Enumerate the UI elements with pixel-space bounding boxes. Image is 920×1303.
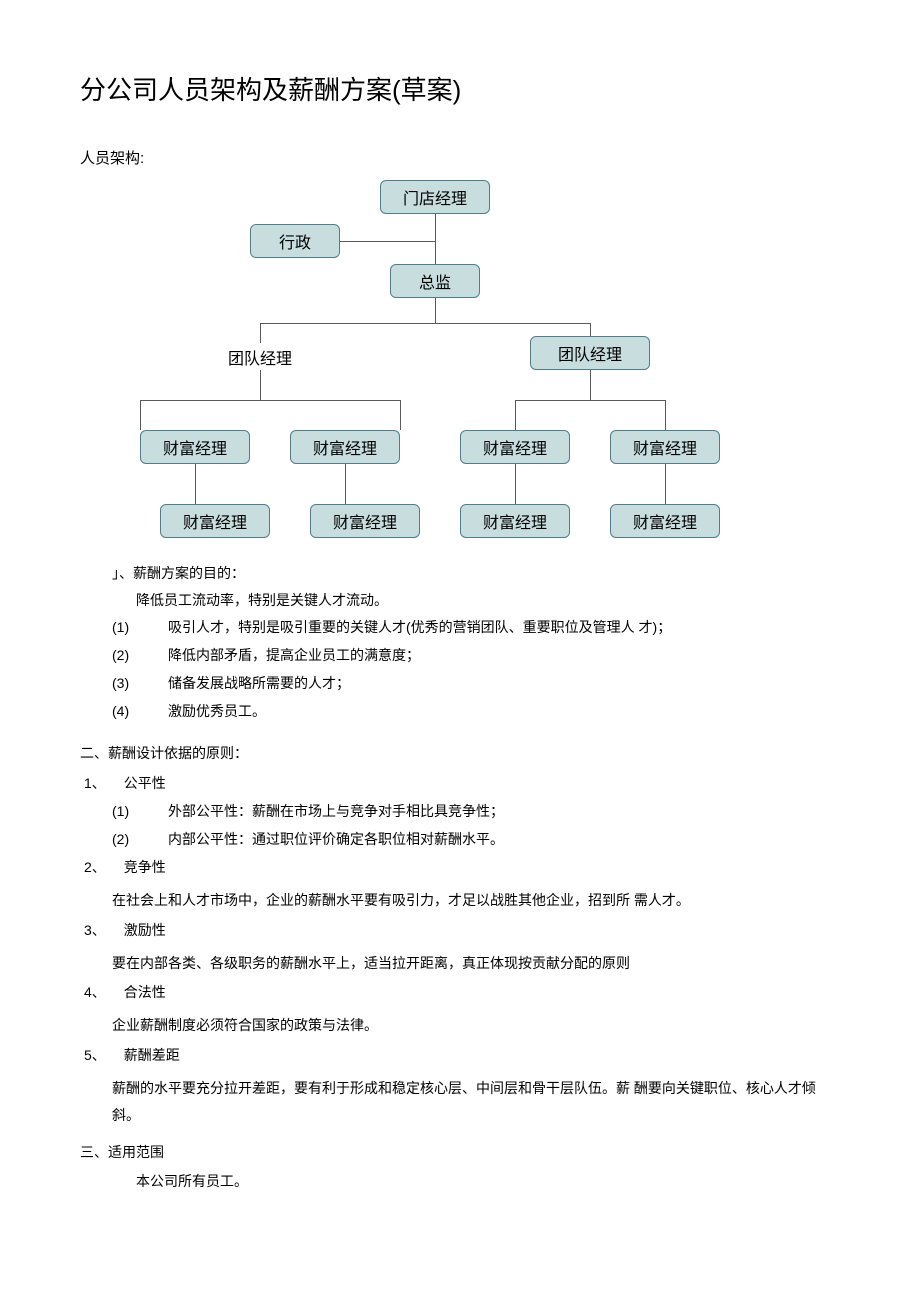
sec3-text: 本公司所有员工。 <box>80 1168 840 1195</box>
node-store-manager: 门店经理 <box>380 180 490 214</box>
connector <box>345 464 346 504</box>
connector <box>515 400 665 401</box>
node-wealth-5: 财富经理 <box>160 504 270 538</box>
connector <box>260 323 261 343</box>
principle-title: 激励性 <box>124 916 166 944</box>
list-num: (2) <box>112 825 140 853</box>
connector <box>435 298 436 323</box>
principle-title: 薪酬差距 <box>124 1041 180 1069</box>
node-team-mgr-right: 团队经理 <box>530 336 650 370</box>
connector <box>515 400 516 430</box>
sec1-head: 」、薪酬方案的目的： <box>80 560 840 587</box>
list-text: 降低内部矛盾，提高企业员工的满意度； <box>168 641 420 669</box>
list-text: 储备发展战略所需要的人才； <box>168 669 350 697</box>
list-item: (1) 外部公平性：薪酬在市场上与竞争对手相比具竞争性； <box>80 797 840 825</box>
principle-num: 1、 <box>84 769 106 797</box>
list-text: 激励优秀员工。 <box>168 697 266 725</box>
node-wealth-7: 财富经理 <box>460 504 570 538</box>
node-wealth-3: 财富经理 <box>460 430 570 464</box>
list-item: (2) 降低内部矛盾，提高企业员工的满意度； <box>80 641 840 669</box>
node-admin: 行政 <box>250 224 340 258</box>
principle-row: 2、 竞争性 <box>80 853 840 881</box>
connector <box>400 400 401 430</box>
principle-text: 企业薪酬制度必须符合国家的政策与法律。 <box>80 1012 840 1039</box>
connector <box>195 464 196 504</box>
list-item: (1) 吸引人才，特别是吸引重要的关键人才(优秀的营销团队、重要职位及管理人 才… <box>80 613 840 641</box>
connector <box>140 400 141 430</box>
connector <box>140 400 400 401</box>
list-num: (4) <box>112 697 140 725</box>
connector <box>665 464 666 504</box>
principle-num: 5、 <box>84 1041 106 1069</box>
node-wealth-6: 财富经理 <box>310 504 420 538</box>
node-director: 总监 <box>390 264 480 298</box>
principle-text: 薪酬的水平要充分拉开差距，要有利于形成和稳定核心层、中间层和骨干层队伍。薪 酬要… <box>80 1075 840 1128</box>
list-text: 内部公平性：通过职位评价确定各职位相对薪酬水平。 <box>168 825 504 853</box>
principle-title: 合法性 <box>124 978 166 1006</box>
node-wealth-8: 财富经理 <box>610 504 720 538</box>
list-num: (1) <box>112 613 140 641</box>
principle-num: 4、 <box>84 978 106 1006</box>
node-wealth-1: 财富经理 <box>140 430 250 464</box>
list-num: (3) <box>112 669 140 697</box>
connector <box>515 464 516 504</box>
connector <box>590 370 591 400</box>
principle-row: 4、 合法性 <box>80 978 840 1006</box>
page-title: 分公司人员架构及薪酬方案(草案) <box>80 70 840 107</box>
list-num: (2) <box>112 641 140 669</box>
org-chart: 门店经理 行政 总监 团队经理 团队经理 财富经理 财富经理 财富经理 财富经理… <box>80 180 840 550</box>
list-item: (4) 激励优秀员工。 <box>80 697 840 725</box>
list-item: (3) 储备发展战略所需要的人才； <box>80 669 840 697</box>
principle-text: 要在内部各类、各级职务的薪酬水平上，适当拉开距离，真正体现按贡献分配的原则 <box>80 950 840 977</box>
sec3-head: 三、适用范围 <box>80 1142 840 1162</box>
node-wealth-2: 财富经理 <box>290 430 400 464</box>
list-item: (2) 内部公平性：通过职位评价确定各职位相对薪酬水平。 <box>80 825 840 853</box>
structure-label: 人员架构: <box>80 147 840 168</box>
principle-row: 5、 薪酬差距 <box>80 1041 840 1069</box>
principle-num: 3、 <box>84 916 106 944</box>
connector <box>260 323 590 324</box>
sec1-intro: 降低员工流动率，特别是关键人才流动。 <box>80 587 840 614</box>
connector <box>665 400 666 430</box>
sec2-head: 二、薪酬设计依据的原则： <box>80 743 840 763</box>
connector <box>590 323 591 336</box>
node-team-mgr-left: 团队经理 <box>210 344 310 370</box>
connector <box>435 214 436 264</box>
principle-title: 公平性 <box>124 769 166 797</box>
principle-row: 1、 公平性 <box>80 769 840 797</box>
principle-text: 在社会上和人才市场中，企业的薪酬水平要有吸引力，才足以战胜其他企业，招到所 需人… <box>80 887 840 914</box>
node-wealth-4: 财富经理 <box>610 430 720 464</box>
list-text: 吸引人才，特别是吸引重要的关键人才(优秀的营销团队、重要职位及管理人 才)； <box>168 613 671 641</box>
principle-num: 2、 <box>84 853 106 881</box>
connector <box>260 370 261 400</box>
list-text: 外部公平性：薪酬在市场上与竞争对手相比具竞争性； <box>168 797 504 825</box>
list-num: (1) <box>112 797 140 825</box>
principle-title: 竞争性 <box>124 853 166 881</box>
principle-row: 3、 激励性 <box>80 916 840 944</box>
connector <box>340 241 435 242</box>
